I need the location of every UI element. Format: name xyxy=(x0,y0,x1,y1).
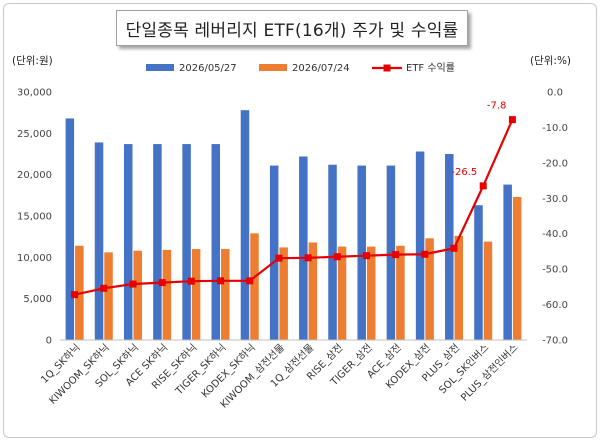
left-tick-label: 10,000 xyxy=(17,253,52,264)
return-point xyxy=(450,244,458,252)
bar-price-0724 xyxy=(483,241,493,340)
return-point xyxy=(275,254,283,262)
bar-price-0527 xyxy=(386,165,396,340)
return-line-path xyxy=(74,119,514,296)
bar-price-0724 xyxy=(221,249,230,340)
legend-label: ETF 수익률 xyxy=(406,62,455,74)
legend: 2026/05/27 2026/07/24 ETF 수익률 xyxy=(146,62,455,74)
bar-price-0527 xyxy=(415,151,425,340)
chart-title: 단일종목 레버리지 ETF(16개) 주가 및 수익률 xyxy=(125,20,459,41)
bar-price-0527 xyxy=(94,142,104,340)
bar-price-0724 xyxy=(425,238,434,340)
bar-price-0527 xyxy=(182,144,191,340)
bar-price-0527 xyxy=(153,144,162,340)
left-tick-label: 20,000 xyxy=(17,170,52,181)
right-tick-label: -40.0 xyxy=(542,229,568,240)
return-point xyxy=(421,250,429,258)
return-point xyxy=(362,252,370,260)
right-axis-ticks: 0.0 -10.0 -20.0 -30.0 -40.0 -50.0 -60.0 -70.0 xyxy=(542,88,568,347)
legend-label: 2026/05/27 xyxy=(179,63,237,74)
category-label: TIGER_SK하닉 xyxy=(172,341,229,398)
left-tick-label: 25,000 xyxy=(17,129,52,140)
bar-price-0527 xyxy=(474,205,483,340)
bar-price-0527 xyxy=(299,156,308,340)
bar-price-0724 xyxy=(250,233,259,340)
right-tick-label: -20.0 xyxy=(542,158,568,169)
return-point xyxy=(158,279,166,287)
return-point xyxy=(100,284,108,292)
left-tick-label: 30,000 xyxy=(17,88,52,99)
right-tick-label: -10.0 xyxy=(542,123,568,134)
bar-price-0724 xyxy=(162,249,172,340)
right-tick-label: -70.0 xyxy=(542,336,568,347)
return-point xyxy=(508,116,516,124)
bar-price-0527 xyxy=(445,154,454,340)
right-axis-unit: (단위:%) xyxy=(530,54,571,67)
return-point xyxy=(129,280,137,288)
return-point xyxy=(217,277,225,285)
bar-price-0724 xyxy=(308,242,318,340)
legend-marker xyxy=(383,64,391,72)
return-point xyxy=(246,277,254,285)
bar-price-0724 xyxy=(337,246,347,340)
return-point xyxy=(333,253,341,261)
legend-label: 2026/07/24 xyxy=(292,63,350,74)
left-axis-ticks: 0 5,000 10,000 15,000 20,000 25,000 30,000 xyxy=(17,88,52,347)
right-tick-label: -60.0 xyxy=(542,300,568,311)
left-tick-label: 15,000 xyxy=(17,212,52,223)
return-line: -26.5 -7.8 xyxy=(71,101,516,299)
left-tick-label: 5,000 xyxy=(23,294,52,305)
legend-swatch xyxy=(259,64,287,71)
return-point xyxy=(392,251,400,259)
bar-price-0724 xyxy=(191,249,201,340)
bar-price-0527 xyxy=(503,184,512,340)
chart-title-box: 단일종목 레버리지 ETF(16개) 주가 및 수익률 xyxy=(116,10,468,46)
legend-swatch xyxy=(146,64,174,71)
bar-price-0527 xyxy=(123,144,133,340)
right-tick-label: -50.0 xyxy=(542,265,568,276)
bar-price-0724 xyxy=(133,250,142,340)
bar-price-0724 xyxy=(454,235,464,340)
bar-price-0724 xyxy=(396,245,405,340)
data-label: -7.8 xyxy=(487,101,507,112)
bar-price-0724 xyxy=(512,196,522,340)
right-tick-label: -30.0 xyxy=(542,194,568,205)
category-label: SOL_SK인버스 xyxy=(437,342,492,397)
bar-price-0527 xyxy=(65,118,75,340)
bar-price-0527 xyxy=(328,164,337,340)
bar-price-0527 xyxy=(240,110,250,340)
left-axis-unit: (단위:원) xyxy=(12,54,53,67)
return-point xyxy=(304,254,312,262)
bar-price-0527 xyxy=(357,165,366,340)
data-label: -26.5 xyxy=(451,167,477,178)
right-tick-label: 0.0 xyxy=(547,88,563,99)
bar-price-0527 xyxy=(211,144,221,340)
left-tick-label: 0 xyxy=(46,336,52,347)
bar-price-0724 xyxy=(279,247,288,340)
return-point xyxy=(187,277,195,285)
bar-price-0527 xyxy=(269,165,279,340)
bars xyxy=(65,110,522,340)
return-point xyxy=(479,182,487,190)
return-point xyxy=(71,291,79,299)
bar-price-0724 xyxy=(366,246,376,340)
bar-price-0724 xyxy=(104,252,113,340)
